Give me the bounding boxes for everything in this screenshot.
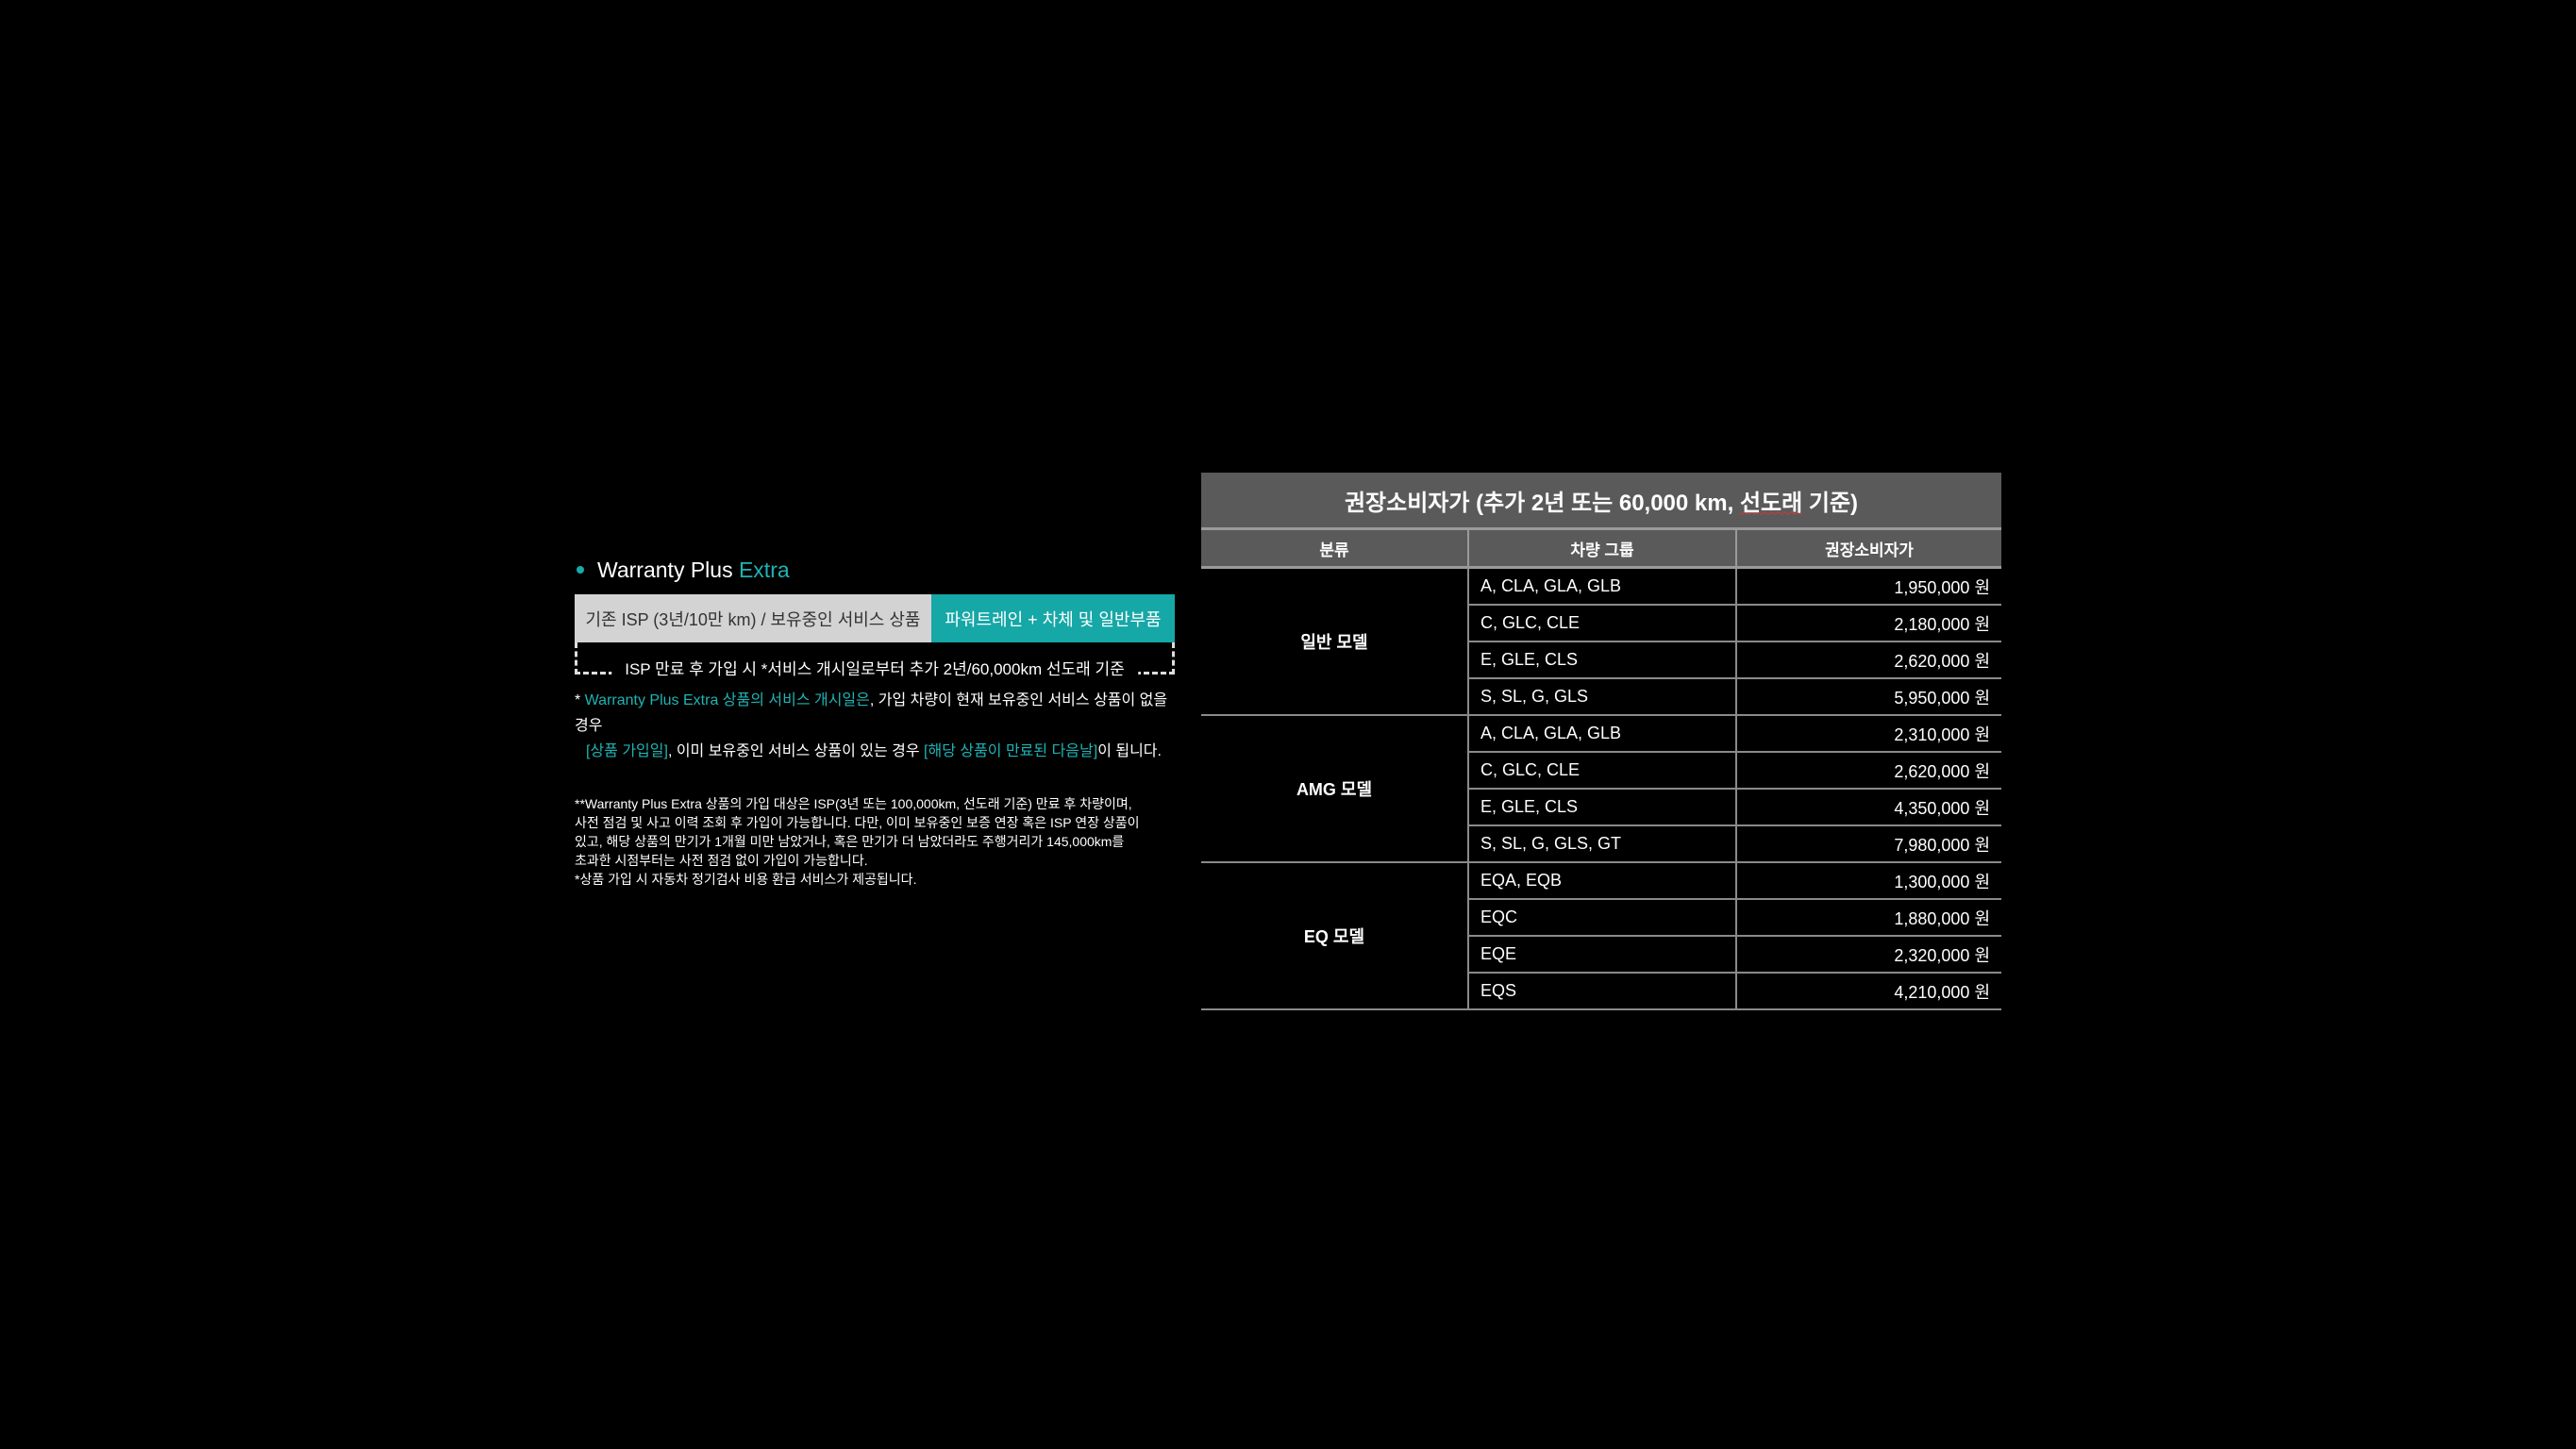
table-row: EQE 2,320,000 원 <box>1201 936 2001 974</box>
price-cell: 2,310,000 원 <box>1736 715 2001 753</box>
title-accent: Extra <box>738 558 790 582</box>
price-table: 권장소비자가 (추가 2년 또는 60,000 km, 선도래 기준) 분류 차… <box>1201 473 2001 1010</box>
vehicle-group-cell: C, GLC, CLE <box>1468 752 1737 790</box>
table-row: 일반 모델 A, CLA, GLA, GLB 1,950,000 원 <box>1201 567 2001 716</box>
table-caption: 권장소비자가 (추가 2년 또는 60,000 km, 선도래 기준) <box>1201 473 2001 530</box>
header-category: 분류 <box>1201 528 1469 569</box>
note-text-1: , 가입 차량이 현재 보유중인 서비스 상품이 없을 경우 <box>575 692 1168 734</box>
vehicle-group-cell: S, SL, G, GLS, GT <box>1468 825 1737 863</box>
table-row: C, GLC, CLE 2,180,000 원 <box>1201 605 2001 642</box>
vehicle-group-cell: EQA, EQB <box>1468 862 1737 900</box>
fine-print-line: 초과한 시점부터는 사전 점검 없이 가입이 가능합니다. <box>575 853 868 868</box>
existing-isp-segment: 기존 ISP (3년/10만 km) / 보유중인 서비스 상품 <box>575 594 931 642</box>
coverage-bracket: ISP 만료 후 가입 시 *서비스 개시일로부터 추가 2년/60,000km… <box>575 642 1175 679</box>
price-cell: 7,980,000 원 <box>1736 825 2001 863</box>
note-star: * <box>575 692 585 708</box>
bracket-text: ISP 만료 후 가입 시 *서비스 개시일로부터 추가 2년/60,000km… <box>611 656 1138 679</box>
price-cell: 4,210,000 원 <box>1736 973 2001 1010</box>
price-cell: 1,300,000 원 <box>1736 862 2001 900</box>
note-teal-1: Warranty Plus Extra 상품의 서비스 개시일은 <box>584 692 870 708</box>
price-cell: 2,180,000 원 <box>1736 605 2001 642</box>
table-row: S, SL, G, GLS 5,950,000 원 <box>1201 678 2001 716</box>
title-prefix: Warranty Plus <box>597 558 733 582</box>
extra-coverage-segment: 파워트레인 + 차체 및 일반부품 <box>931 594 1175 642</box>
price-cell: 2,620,000 원 <box>1736 641 2001 679</box>
category-cell: 일반 모델 <box>1201 567 1469 716</box>
caption-part: 권장소비자가 (추가 2년 또는 60,000 km, <box>1344 490 1740 516</box>
price-cell: 1,950,000 원 <box>1736 567 2001 606</box>
vehicle-group-cell: EQE <box>1468 936 1737 974</box>
caption-part: 기준) <box>1802 490 1859 516</box>
fine-print-line: **Warranty Plus Extra 상품의 가입 대상은 ISP(3년 … <box>575 796 1132 811</box>
vehicle-group-cell: E, GLE, CLS <box>1468 641 1737 679</box>
bullet-icon <box>577 566 584 574</box>
vehicle-group-cell: S, SL, G, GLS <box>1468 678 1737 716</box>
table-row: EQ 모델 EQA, EQB 1,300,000 원 <box>1201 862 2001 1010</box>
vehicle-group-cell: EQC <box>1468 899 1737 937</box>
category-cell: AMG 모델 <box>1201 715 1469 863</box>
note-teal-2: [상품 가입일] <box>586 743 668 759</box>
service-start-note: * Warranty Plus Extra 상품의 서비스 개시일은, 가입 차… <box>575 688 1175 764</box>
table-row: EQC 1,880,000 원 <box>1201 899 2001 937</box>
fine-print-line: *상품 가입 시 자동차 정기검사 비용 환급 서비스가 제공됩니다. <box>575 872 917 887</box>
category-cell: EQ 모델 <box>1201 862 1469 1010</box>
table-row: AMG 모델 A, CLA, GLA, GLB 2,310,000 원 <box>1201 715 2001 863</box>
price-cell: 4,350,000 원 <box>1736 789 2001 826</box>
coverage-bar: 기존 ISP (3년/10만 km) / 보유중인 서비스 상품 파워트레인 +… <box>575 594 1175 642</box>
table-row: E, GLE, CLS 4,350,000 원 <box>1201 789 2001 826</box>
table-row: EQS 4,210,000 원 <box>1201 973 2001 1010</box>
vehicle-group-cell: A, CLA, GLA, GLB <box>1468 567 1737 606</box>
header-vehicle-group: 차량 그룹 <box>1468 528 1737 569</box>
table-row: E, GLE, CLS 2,620,000 원 <box>1201 641 2001 679</box>
vehicle-group-cell: A, CLA, GLA, GLB <box>1468 715 1737 753</box>
price-cell: 5,950,000 원 <box>1736 678 2001 716</box>
fine-print-line: 사전 점검 및 사고 이력 조회 후 가입이 가능합니다. 다만, 이미 보유중… <box>575 815 1140 830</box>
vehicle-group-cell: C, GLC, CLE <box>1468 605 1737 642</box>
fine-print-line: 있고, 해당 상품의 만기가 1개월 미만 남았거나, 혹은 만기가 더 남았더… <box>575 834 1125 849</box>
section-title: Warranty Plus Extra <box>575 553 1175 587</box>
price-cell: 2,620,000 원 <box>1736 752 2001 790</box>
warranty-plus-extra-panel: Warranty Plus Extra 기존 ISP (3년/10만 km) /… <box>575 553 1175 889</box>
note-text-3: 이 됩니다. <box>1097 743 1162 759</box>
note-teal-3: [해당 상품이 만료된 다음날] <box>924 743 1098 759</box>
caption-part: 선도래 <box>1739 490 1803 516</box>
vehicle-group-cell: EQS <box>1468 973 1737 1010</box>
header-price: 권장소비자가 <box>1736 528 2001 569</box>
table-row: S, SL, G, GLS, GT 7,980,000 원 <box>1201 825 2001 863</box>
fine-print: **Warranty Plus Extra 상품의 가입 대상은 ISP(3년 … <box>575 794 1175 889</box>
vehicle-group-cell: E, GLE, CLS <box>1468 789 1737 826</box>
price-cell: 2,320,000 원 <box>1736 936 2001 974</box>
table-row: C, GLC, CLE 2,620,000 원 <box>1201 752 2001 790</box>
price-cell: 1,880,000 원 <box>1736 899 2001 937</box>
note-text-2: , 이미 보유중인 서비스 상품이 있는 경우 <box>667 743 925 759</box>
